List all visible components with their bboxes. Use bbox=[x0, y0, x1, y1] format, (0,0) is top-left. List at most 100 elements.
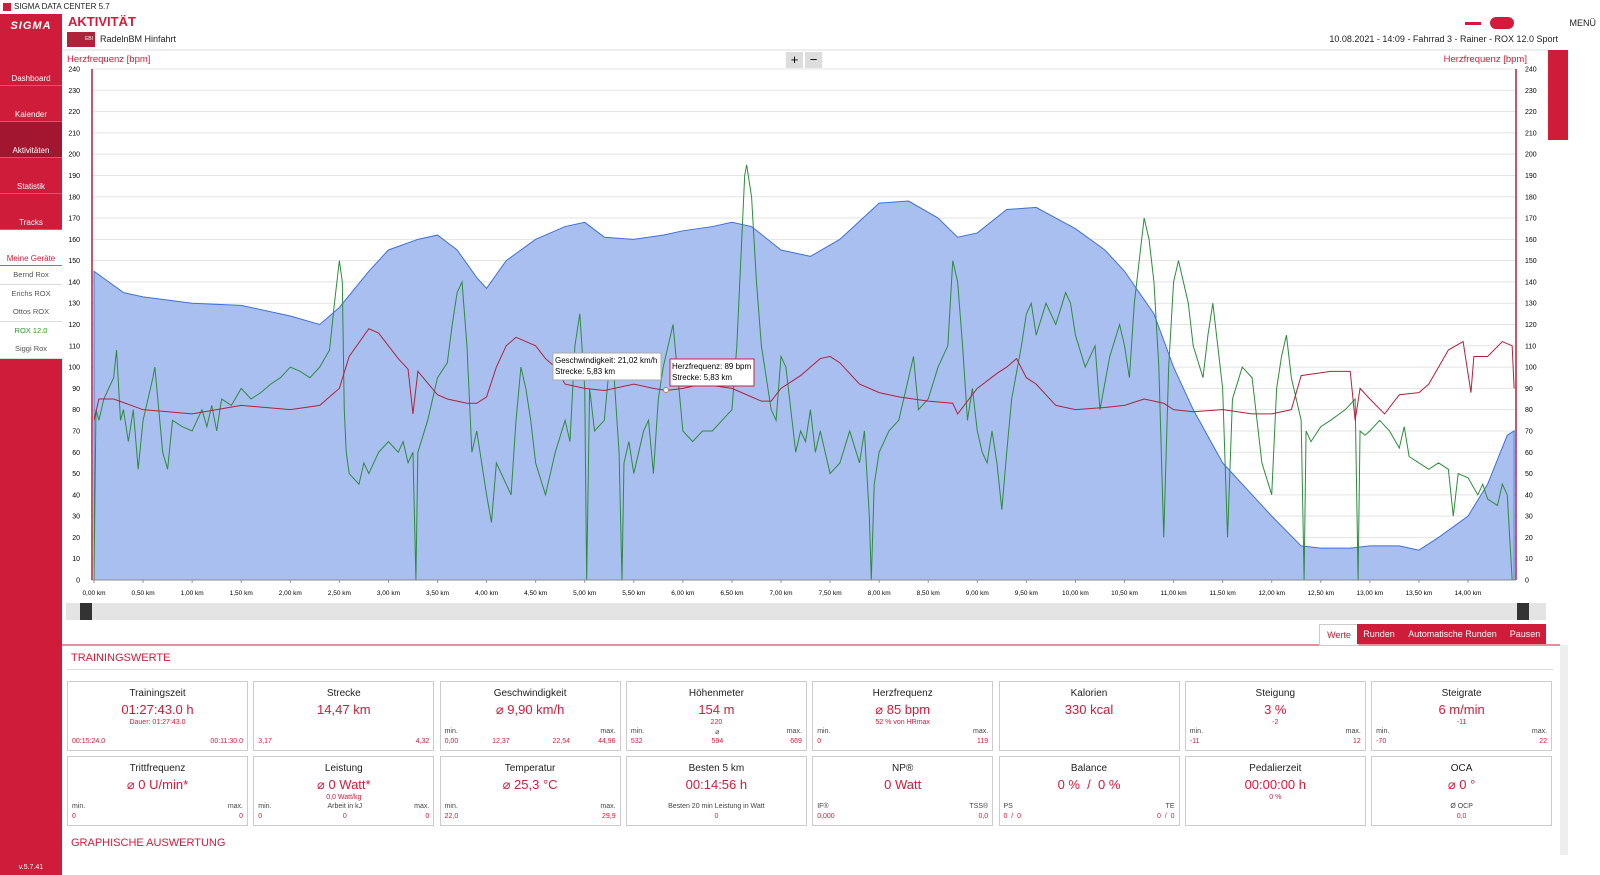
x-tick-label: 11,00 km bbox=[1160, 590, 1186, 597]
card-sub: 52 % von HRmax bbox=[875, 719, 930, 726]
chart-toolbar[interactable] bbox=[1548, 50, 1568, 140]
slider-handle[interactable] bbox=[1517, 603, 1529, 620]
card-title: Leistung bbox=[324, 763, 363, 774]
x-tick-label: 0,50 km bbox=[132, 590, 155, 597]
x-tick-label: 2,00 km bbox=[279, 590, 302, 597]
cloud-button[interactable] bbox=[1490, 17, 1514, 29]
card-title: Strecke bbox=[326, 688, 361, 699]
tab[interactable]: Automatische Runden bbox=[1401, 624, 1505, 644]
x-tick-label: 11,50 km bbox=[1210, 590, 1236, 597]
y-tick-label: 120 bbox=[68, 322, 80, 329]
tooltip-text: Strecke: 5,83 km bbox=[555, 367, 615, 376]
device-item[interactable]: Siggi Rox bbox=[0, 340, 62, 359]
card-value: 0 % / 0 % bbox=[1057, 777, 1121, 792]
nav-item[interactable]: Meine Geräte bbox=[0, 230, 62, 266]
window-title: SIGMA DATA CENTER 5.7 bbox=[0, 0, 1600, 14]
series-line bbox=[93, 328, 1515, 421]
card-value: ⌀ 25,3 °C bbox=[502, 777, 558, 792]
app-icon bbox=[3, 3, 11, 11]
card-footer-label: min. bbox=[444, 728, 458, 735]
nav-item[interactable]: Dashboard bbox=[0, 50, 62, 86]
card-footer-label: max. bbox=[786, 728, 802, 735]
card-title: Höhenmeter bbox=[688, 688, 744, 699]
x-tick-label: 6,00 km bbox=[671, 590, 694, 597]
section-title: GRAPHISCHE AUSWERTUNG bbox=[71, 837, 226, 849]
card-value: ⌀ 0 U/min* bbox=[126, 777, 189, 792]
stat-card: Strecke 14,47 km 3,17 4,32 bbox=[253, 681, 435, 751]
y-tick-label: 110 bbox=[69, 343, 80, 350]
y2-axis-label: Herzfrequenz [bpm] bbox=[1444, 54, 1527, 65]
card-footer-value: 532 bbox=[630, 738, 643, 745]
activity-name: RadelnBM Hinfahrt bbox=[100, 34, 177, 44]
card-sub: -11 bbox=[1456, 719, 1467, 726]
y-tick-label: 130 bbox=[68, 301, 80, 308]
y2-tick-label: 10 bbox=[1525, 556, 1533, 563]
nav-item[interactable]: Statistik bbox=[0, 158, 62, 194]
card-footer-label: max. bbox=[600, 728, 616, 735]
y2-tick-label: 20 bbox=[1525, 535, 1533, 542]
y-tick-label: 10 bbox=[72, 556, 80, 563]
stat-card: Leistung ⌀ 0 Watt* 0,0 Watt/kg min. 0 Arbeit … bbox=[253, 756, 435, 826]
y-tick-label: 70 bbox=[72, 428, 80, 435]
tab[interactable]: Runden bbox=[1357, 624, 1402, 644]
nav-item[interactable]: Tracks bbox=[0, 194, 62, 230]
card-footer-value: 4,32 bbox=[415, 738, 430, 745]
scrollbar[interactable] bbox=[1560, 645, 1568, 855]
x-tick-label: 4,00 km bbox=[475, 590, 498, 597]
nav-item[interactable]: Aktivitäten bbox=[0, 122, 62, 158]
card-footer-value: 0 bbox=[817, 738, 822, 745]
y2-tick-label: 90 bbox=[1525, 386, 1533, 393]
y-tick-label: 0 bbox=[76, 578, 80, 585]
tab[interactable]: Pausen bbox=[1504, 624, 1547, 644]
x-tick-label: 10,00 km bbox=[1062, 590, 1089, 597]
card-footer-value: 0 bbox=[342, 813, 347, 820]
card-footer-label: max. bbox=[1345, 728, 1361, 735]
x-tick-label: 9,00 km bbox=[966, 590, 989, 597]
card-value: 3 % bbox=[1264, 702, 1287, 717]
x-tick-label: 5,50 km bbox=[622, 590, 645, 597]
card-footer-value: 12 bbox=[1353, 738, 1361, 745]
stat-card: Herzfrequenz ⌀ 85 bpm 52 % von HRmax min. 0 m… bbox=[812, 681, 994, 751]
range-slider[interactable] bbox=[66, 603, 1546, 620]
card-title: Steigrate bbox=[1441, 688, 1482, 699]
x-tick-label: 1,00 km bbox=[181, 590, 204, 597]
card-footer-label: min. bbox=[817, 728, 831, 735]
x-tick-label: 12,50 km bbox=[1307, 590, 1334, 597]
version: v.5.7.41 bbox=[18, 864, 44, 871]
y2-tick-label: 230 bbox=[1525, 88, 1537, 95]
y-tick-label: 90 bbox=[72, 386, 80, 393]
y2-tick-label: 0 bbox=[1525, 578, 1529, 585]
separator bbox=[67, 669, 1553, 670]
card-value: 00:00:00 h bbox=[1244, 777, 1307, 792]
card-sub: 220 bbox=[710, 719, 723, 726]
tab[interactable]: Werte bbox=[1319, 624, 1359, 646]
tooltip-text: Herzfrequenz: 89 bpm bbox=[672, 362, 751, 371]
card-value: 00:14:56 h bbox=[685, 777, 748, 792]
slider-handle[interactable] bbox=[80, 603, 92, 620]
zoom-out[interactable] bbox=[805, 52, 822, 68]
y2-tick-label: 50 bbox=[1525, 471, 1533, 478]
card-footer-label: TE bbox=[1165, 803, 1175, 810]
back-button[interactable] bbox=[1465, 22, 1481, 25]
card-value: ⌀ 85 bpm bbox=[875, 702, 931, 717]
menu-button[interactable]: MENÜ bbox=[1569, 18, 1597, 28]
y2-tick-label: 110 bbox=[1525, 343, 1536, 350]
y2-tick-label: 60 bbox=[1525, 450, 1533, 457]
cursor-marker bbox=[663, 387, 669, 393]
stat-card: Steigrate 6 m/min -11 min. -70 max. 22 bbox=[1371, 681, 1553, 751]
nav-item[interactable]: Kalender bbox=[0, 86, 62, 122]
card-title: Temperatur bbox=[504, 763, 556, 774]
card-footer-value: 0,0 bbox=[978, 813, 989, 820]
card-footer-label: max. bbox=[973, 728, 989, 735]
y-tick-label: 150 bbox=[68, 258, 80, 265]
zoom-in[interactable] bbox=[786, 52, 803, 68]
y-tick-label: 60 bbox=[72, 450, 80, 457]
y2-tick-label: 170 bbox=[1525, 216, 1537, 223]
y-tick-label: 220 bbox=[68, 109, 80, 116]
tooltip bbox=[669, 358, 755, 387]
card-title: Trittfrequenz bbox=[129, 763, 186, 774]
card-footer-value: 0 / 0 bbox=[1156, 813, 1175, 820]
stat-card: Kalorien 330 kcal bbox=[998, 681, 1180, 751]
stat-card: Besten 5 km 00:14:56 h Besten 20 min Leist… bbox=[625, 756, 807, 826]
card-footer-label: Besten 20 min Leistung in Watt bbox=[668, 803, 765, 810]
